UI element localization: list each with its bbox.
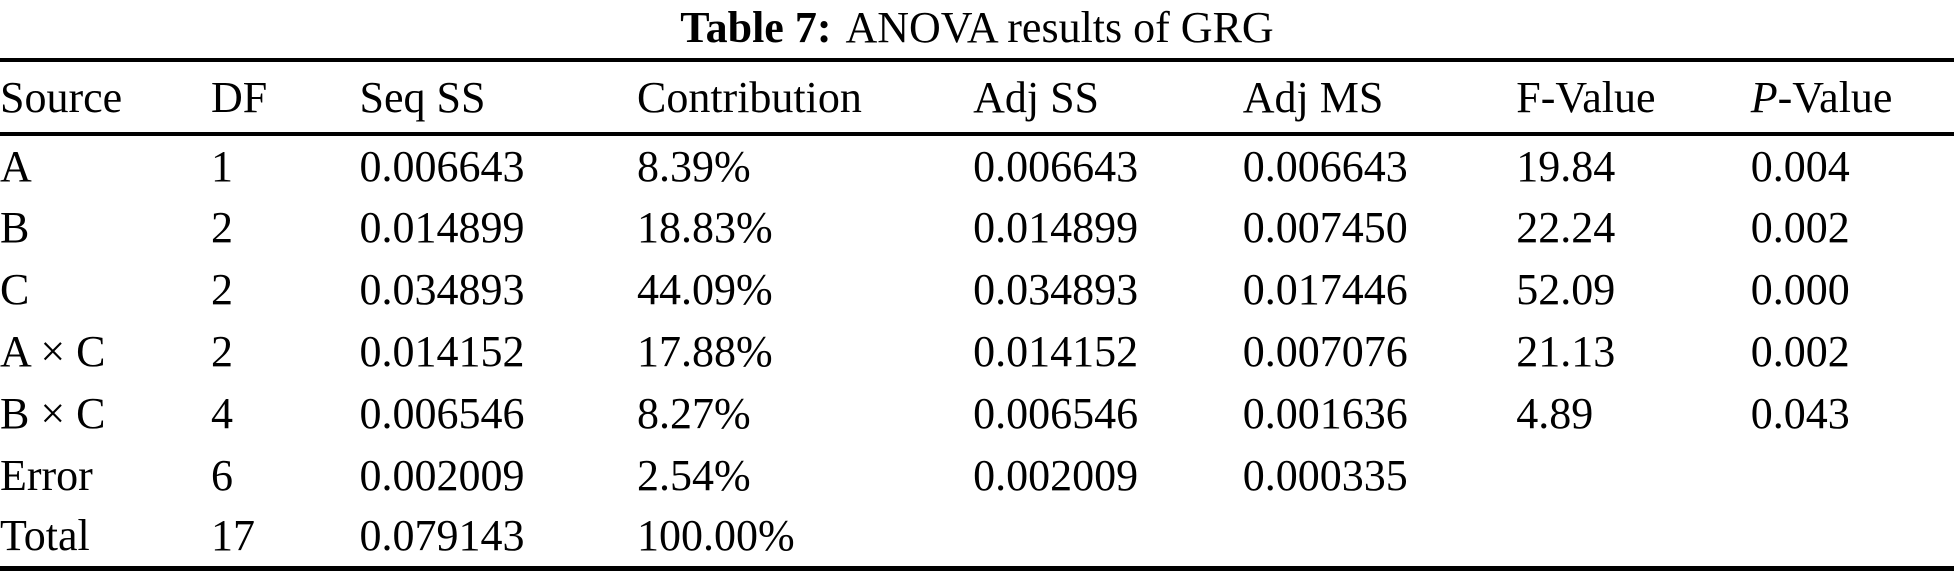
cell-f-value: 52.09: [1516, 264, 1616, 314]
table-caption: Table 7: ANOVA results of GRG: [0, 0, 1954, 58]
table-row: Error 6 0.002009 2.54% 0.002009 0.000335: [0, 444, 1954, 506]
header-row: Source DF Seq SS Contribution Adj SS Adj…: [0, 60, 1954, 136]
cell-seq-ss: 0.006643: [359, 141, 525, 191]
cell-df: 2: [211, 264, 234, 314]
cell-adj-ss: 0.014899: [973, 202, 1139, 252]
cell-p-value: [1751, 444, 1954, 506]
col-header-f-value: F-Value: [1516, 60, 1751, 136]
cell-adj-ss: [973, 506, 1243, 568]
cell-f-value: [1516, 444, 1750, 506]
p-value-italic-p: P: [1750, 72, 1778, 122]
cell-source: A: [0, 141, 32, 191]
col-header-seq-ss: Seq SS: [359, 60, 637, 136]
cell-seq-ss: 0.079143: [359, 511, 525, 561]
cell-seq-ss: 0.006546: [359, 388, 525, 438]
cell-f-value: 21.13: [1516, 326, 1616, 376]
cell-f-value: 19.84: [1516, 141, 1616, 191]
cell-adj-ms: 0.007450: [1242, 202, 1408, 252]
col-header-contribution: Contribution: [636, 60, 974, 136]
cell-adj-ss: 0.006643: [973, 141, 1139, 191]
cell-contribution: 100.00%: [636, 511, 795, 561]
cell-df: 4: [211, 388, 234, 438]
table-caption-title: ANOVA results of GRG: [845, 3, 1274, 52]
cell-df: 1: [211, 141, 234, 191]
cell-adj-ms: 0.001636: [1242, 388, 1408, 438]
table-header: Source DF Seq SS Contribution Adj SS Adj…: [0, 60, 1954, 136]
table-caption-number: Table 7:: [680, 3, 832, 52]
col-header-p-value: P-Value: [1750, 60, 1954, 136]
cell-seq-ss: 0.034893: [359, 264, 525, 314]
col-header-df: DF: [211, 60, 360, 136]
cell-p-value: 0.043: [1750, 388, 1850, 438]
cell-seq-ss: 0.002009: [359, 450, 525, 500]
cell-df: 17: [211, 511, 256, 561]
table-body: A 1 0.006643 8.39% 0.006643 0.006643 19.…: [0, 134, 1954, 568]
cell-p-value: 0.000: [1750, 264, 1850, 314]
col-header-adj-ss: Adj SS: [973, 60, 1243, 136]
anova-table: Source DF Seq SS Contribution Adj SS Adj…: [0, 58, 1954, 571]
table-row: A × C 2 0.014152 17.88% 0.014152 0.00707…: [0, 320, 1954, 382]
cell-contribution: 8.39%: [636, 141, 751, 191]
cell-f-value: 4.89: [1516, 388, 1594, 438]
table-row: B × C 4 0.006546 8.27% 0.006546 0.001636…: [0, 382, 1954, 444]
cell-p-value: 0.004: [1750, 141, 1850, 191]
cell-adj-ms: 0.017446: [1242, 264, 1408, 314]
cell-adj-ss: 0.014152: [973, 326, 1139, 376]
cell-contribution: 17.88%: [636, 326, 773, 376]
cell-contribution: 8.27%: [636, 388, 751, 438]
cell-adj-ms: [1243, 506, 1517, 568]
cell-adj-ms: 0.006643: [1242, 141, 1408, 191]
cell-adj-ss: 0.006546: [973, 388, 1139, 438]
cell-df: 2: [211, 326, 234, 376]
col-header-adj-ms: Adj MS: [1242, 60, 1517, 136]
table-row: A 1 0.006643 8.39% 0.006643 0.006643 19.…: [0, 134, 1954, 196]
col-header-source: Source: [0, 60, 212, 136]
cell-p-value: [1751, 506, 1954, 568]
cell-f-value: 22.24: [1516, 202, 1616, 252]
cell-df: 6: [211, 450, 234, 500]
cell-contribution: 2.54%: [636, 450, 751, 500]
cell-p-value: 0.002: [1750, 202, 1850, 252]
cell-adj-ss: 0.002009: [973, 450, 1139, 500]
cell-contribution: 18.83%: [636, 202, 773, 252]
table-row: Total 17 0.079143 100.00%: [0, 506, 1954, 568]
cell-source: C: [0, 264, 30, 314]
cell-df: 2: [211, 202, 234, 252]
cell-f-value: [1516, 506, 1750, 568]
cell-seq-ss: 0.014899: [359, 202, 525, 252]
table-row: C 2 0.034893 44.09% 0.034893 0.017446 52…: [0, 258, 1954, 320]
cell-source: B × C: [0, 388, 106, 438]
cell-contribution: 44.09%: [636, 264, 773, 314]
cell-source: Error: [0, 450, 93, 500]
cell-source: A × C: [0, 326, 106, 376]
cell-p-value: 0.002: [1750, 326, 1850, 376]
cell-adj-ms: 0.000335: [1242, 450, 1408, 500]
table-row: B 2 0.014899 18.83% 0.014899 0.007450 22…: [0, 196, 1954, 258]
p-value-rest: -Value: [1777, 72, 1893, 122]
cell-source: Total: [0, 511, 90, 561]
cell-adj-ss: 0.034893: [973, 264, 1139, 314]
cell-source: B: [0, 202, 30, 252]
cell-adj-ms: 0.007076: [1242, 326, 1408, 376]
cell-seq-ss: 0.014152: [359, 326, 525, 376]
